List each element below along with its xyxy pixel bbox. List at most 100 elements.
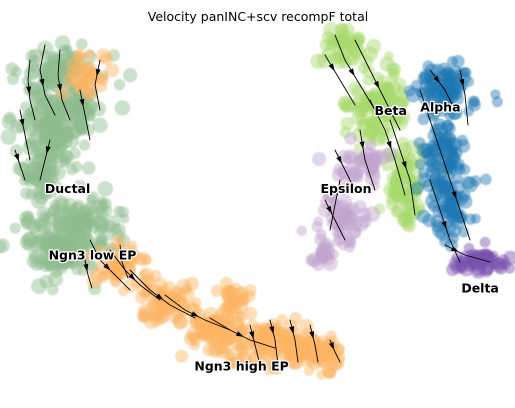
velocity-arrowhead [373,80,380,89]
scatter-points [0,22,515,380]
cell-point-ductal [58,44,70,57]
velocity-stream-line [289,319,299,363]
cell-point-ductal [92,117,108,133]
cell-point-beta [316,52,333,69]
velocity-arrowhead [26,86,32,95]
cell-point-ductal [9,144,23,158]
cell-point-beta [333,56,346,70]
cell-point-ductal [28,89,43,105]
cell-point-beta [396,187,407,198]
cell-point-ngn3-low-ep [72,179,87,194]
velocity-arrowhead [45,146,51,155]
cell-point-ductal [21,76,32,87]
cell-point-ngn3-high-ep [84,48,96,60]
cell-point-ngn3-high-ep [202,343,215,357]
cell-point-beta [348,81,362,96]
velocity-arrowhead [309,331,315,340]
cell-point-ngn3-low-ep [48,271,64,287]
velocity-arrowhead [326,205,332,214]
cell-point-ngn3-high-ep [299,318,314,334]
velocity-stream-line [329,179,341,231]
cell-point-ngn3-low-ep [86,205,103,221]
cell-point-ngn3-high-ep [118,285,129,297]
cell-point-ngn3-low-ep [101,228,115,241]
velocity-arrowhead [118,249,124,258]
cell-point-ngn3-high-ep [262,348,276,362]
cell-point-epsilon [320,194,336,210]
cell-point-ngn3-high-ep [303,365,314,377]
velocity-arrowhead [450,246,459,252]
cell-point-beta [359,54,374,68]
velocity-arrowhead [289,326,295,335]
velocity-arrowhead [235,331,244,337]
cell-point-epsilon [366,153,382,169]
chart-title: Velocity panINC+scv recompF total [148,9,368,24]
velocity-arrowhead [83,263,89,272]
cell-point-epsilon [336,193,353,210]
cell-point-ngn3-low-ep [87,191,99,204]
cell-point-ngn3-low-ep [50,239,63,252]
cell-point-ngn3-high-ep [143,313,160,330]
cell-point-ngn3-high-ep [72,48,86,63]
cell-point-ngn3-high-ep [104,62,120,78]
cluster-label-delta: Delta [461,281,499,296]
velocity-stream-line [39,139,51,181]
cell-point-epsilon [313,216,324,227]
cell-point-alpha [449,91,464,106]
cell-point-ngn3-high-ep [300,337,312,349]
cell-point-ngn3-high-ep [94,79,108,93]
cell-point-alpha [422,147,433,158]
velocity-arrowhead [433,75,440,84]
cell-point-ngn3-high-ep [55,85,70,101]
cell-point-beta [319,38,333,52]
velocity-arrowhead [401,161,407,169]
cell-point-ductal [56,126,72,142]
cell-point-ngn3-low-ep [119,213,130,224]
cell-point-ngn3-high-ep [289,311,303,325]
cell-point-ngn3-high-ep [247,360,259,372]
cell-point-ngn3-high-ep [99,52,113,66]
cell-point-ngn3-high-ep [173,294,184,306]
cell-point-beta [385,61,399,76]
cell-point-alpha [430,63,444,77]
cell-point-alpha [441,120,454,133]
velocity-arrowhead [39,78,45,87]
cell-point-epsilon [336,165,350,179]
velocity-stream-line [419,89,441,151]
cell-point-ngn3-high-ep [172,314,189,330]
cell-point-beta [334,22,349,37]
cell-point-ngn3-low-ep [63,217,78,232]
cell-point-alpha [469,96,480,107]
cell-point-epsilon [344,132,358,145]
cluster-label-ductal: Ductal [45,181,90,196]
cell-point-alpha [410,181,424,196]
cell-point-beta [361,65,375,78]
cluster-labels: Ductal Ngn3 low EP Ngn3 high EP Beta Alpha Ep… [44,98,501,375]
cell-point-alpha [490,89,501,100]
cell-point-ductal [74,100,88,115]
cell-point-ngn3-high-ep [238,325,249,336]
cell-point-delta [466,253,477,264]
cell-point-ngn3-low-ep [101,205,113,217]
velocity-arrowhead [328,341,335,350]
cell-point-beta [364,116,377,129]
cell-point-ngn3-high-ep [106,261,122,277]
cell-point-epsilon [351,171,364,184]
cell-point-beta [368,86,382,100]
cell-point-ngn3-low-ep [22,232,37,247]
cell-point-alpha [451,54,465,68]
cell-point-ductal [36,62,50,76]
velocity-arrowhead [421,101,427,109]
cell-point-alpha [463,76,475,87]
cell-point-ngn3-high-ep [283,336,294,348]
cell-point-beta [392,202,408,218]
cell-point-ductal [78,139,91,151]
cell-point-ductal [34,116,47,129]
velocity-stream-line [459,69,469,126]
cell-point-ductal [122,67,138,83]
cell-point-ductal [28,48,44,63]
velocity-arrowhead [249,331,255,340]
cell-point-ductal [113,79,126,91]
cell-point-ngn3-high-ep [139,267,154,282]
cell-point-ngn3-high-ep [189,315,202,329]
